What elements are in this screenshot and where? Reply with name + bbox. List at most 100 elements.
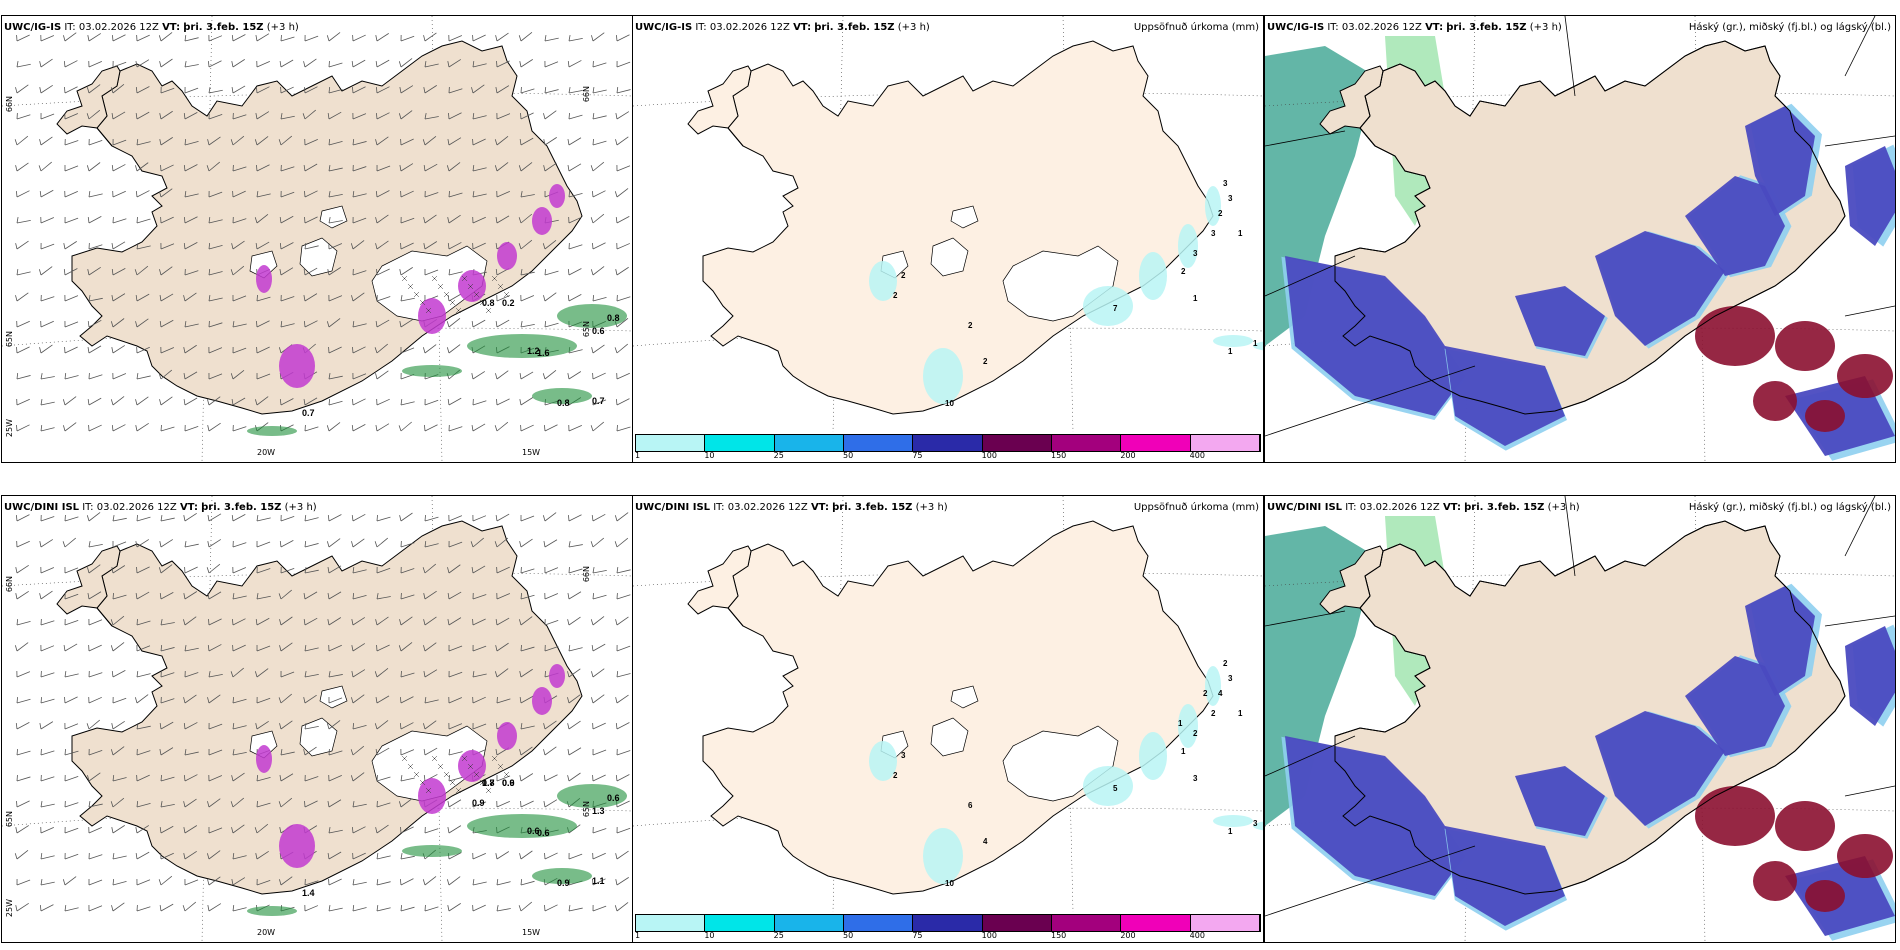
precip-value-label: 0.6 <box>607 793 620 803</box>
colorbar-segment <box>636 435 706 451</box>
precip-value-label: 0.8 <box>607 313 620 323</box>
precip-value-label: 0.8 <box>482 298 495 308</box>
model-name: UWC/DINI ISL <box>635 502 711 513</box>
it-value: 03.02.2026 12Z <box>1359 502 1440 513</box>
vt-value: þri. 3.feb. 15Z <box>1464 502 1545 513</box>
precip-value-label: 3 <box>1228 194 1233 203</box>
high-cloud-cell <box>1753 381 1797 421</box>
high-cloud-cell <box>1753 861 1797 901</box>
colorbar-segment <box>705 435 775 451</box>
frame-lines <box>1265 16 1895 437</box>
panel-title: UWC/IG-IS IT: 03.02.2026 12Z VT: þri. 3.… <box>4 22 299 33</box>
precip-value-label: 0.9 <box>472 798 485 808</box>
it-value: 03.02.2026 12Z <box>727 502 808 513</box>
latitude-label: 65N <box>5 331 14 348</box>
it-value: 03.02.2026 12Z <box>709 22 790 33</box>
cloud-map <box>1265 16 1895 462</box>
it-label: IT: <box>1345 502 1357 513</box>
cloud-map <box>1265 496 1895 942</box>
it-value: 03.02.2026 12Z <box>1341 22 1422 33</box>
colorbar-segment <box>774 435 844 451</box>
precip-value-label: 4 <box>1218 689 1223 698</box>
it-value: 03.02.2026 12Z <box>78 22 159 33</box>
vt-value: þri. 3.feb. 15Z <box>832 502 913 513</box>
glacier-area <box>950 685 979 709</box>
model-name: UWC/DINI ISL <box>1267 502 1343 513</box>
longitude-label: 15W <box>522 928 541 937</box>
colorbar-segment <box>913 435 983 451</box>
wind-map-panel: 0.8 0.2 1.2 1.6 0.8 0.6 0.8 0.7 0.7 UWC/IG-IS IT:… <box>1 15 633 463</box>
precip-value-label: 2 <box>893 291 898 300</box>
colorbar-tick-label: 25 <box>773 931 784 940</box>
precip-value-label: 2 <box>901 271 906 280</box>
colorbar-tick-label: 200 <box>1120 931 1136 940</box>
panel-field-title: Uppsöfnuð úrkoma (mm) <box>1133 502 1259 513</box>
westfjords-land <box>56 65 121 147</box>
panel-title: UWC/IG-IS IT: 03.02.2026 12Z VT: þri. 3.… <box>635 22 930 33</box>
vt-label: VT: <box>1442 502 1461 513</box>
precip-value-label: 1 <box>1238 229 1243 238</box>
longitude-label: 20W <box>257 448 276 457</box>
precip-value-label: 1 <box>1193 294 1198 303</box>
glacier-area <box>299 237 338 277</box>
cloud-map-panel: UWC/DINI ISL IT: 03.02.2026 12Z VT: þri.… <box>1264 495 1896 943</box>
latitude-label: 65N <box>5 811 14 828</box>
hatched-areas <box>401 755 510 794</box>
precip-value-label: 1 <box>1253 339 1258 348</box>
model-name: UWC/IG-IS <box>635 22 693 33</box>
cloud-layers <box>1281 583 1895 941</box>
colorbar-labels: 1 10 25 50 75 100 150 200 400 <box>635 931 1259 941</box>
vt-label: VT: <box>1425 22 1444 33</box>
precip-value-label: 2 <box>1211 709 1216 718</box>
panel-field-title: Uppsöfnuð úrkoma (mm) <box>1133 22 1259 33</box>
colorbar-segment <box>1190 915 1260 931</box>
it-label: IT: <box>82 502 94 513</box>
latitude-label: 66N <box>5 96 14 113</box>
lead-time: (+3 h) <box>897 22 930 33</box>
colorbar-tick-label: 10 <box>704 931 715 940</box>
vt-label: VT: <box>810 502 829 513</box>
high-cloud-cell <box>1695 786 1775 846</box>
model-name: UWC/DINI ISL <box>4 502 80 513</box>
glacier-area <box>299 717 338 757</box>
precip-value-label: 1.2 <box>527 346 540 356</box>
colorbar-tick-label: 10 <box>704 451 715 460</box>
panel-field-title: Háský (gr.), miðský (fj.bl.) og lágský (… <box>1688 22 1891 33</box>
lead-time: (+3 h) <box>915 502 948 513</box>
precip-value-label: 0.7 <box>482 778 495 788</box>
colorbar-tick-label: 400 <box>1189 931 1205 940</box>
precip-value-label: 1 <box>1178 719 1183 728</box>
colorbar-segment <box>843 435 914 451</box>
precip-value-label: 10 <box>945 399 954 408</box>
colorbar-tick-label: 1 <box>635 931 641 940</box>
coastline <box>1334 40 1846 415</box>
glacier-area <box>930 717 969 757</box>
colorbar-tick-label: 100 <box>981 931 997 940</box>
precip-value-label: 0.9 <box>557 878 570 888</box>
wind-map: 0.8 0.21.21.60.80.60.8 0.70.7 <box>2 16 632 462</box>
high-cloud-cell <box>1695 306 1775 366</box>
cloud-map-panel: UWC/IG-IS IT: 03.02.2026 12Z VT: þri. 3.… <box>1264 15 1896 463</box>
precip-value-label: 3 <box>1228 674 1233 683</box>
glacier-area <box>319 205 348 229</box>
colorbar-segment <box>843 915 914 931</box>
precip-value-label: 1.6 <box>537 348 550 358</box>
colorbar-tick-label: 200 <box>1120 451 1136 460</box>
panel-title: UWC/IG-IS IT: 03.02.2026 12Z VT: þri. 3.… <box>1267 22 1562 33</box>
precip-value-label: 3 <box>901 751 906 760</box>
vt-value: þri. 3.feb. 15Z <box>1446 22 1527 33</box>
precip-value-label: 0.8 <box>557 398 570 408</box>
precip-value-label: 0.6 <box>537 828 550 838</box>
latitude-label: 65N <box>582 321 591 338</box>
wind-map-panel: 0.7 0.9 0.6 0.6 0.6 1.3 0.9 1.1 1.4 0.9 1.8 0.6 UWC/… <box>1 495 633 943</box>
precip-patches <box>247 184 627 436</box>
vt-value: þri. 3.feb. 15Z <box>201 502 282 513</box>
precip-value-label: 2 <box>1181 267 1186 276</box>
frame-lines <box>1265 496 1895 917</box>
latitude-label: 66N <box>5 576 14 593</box>
precip-colorbar <box>635 434 1261 452</box>
precip-value-label: 0.6 <box>502 778 515 788</box>
westfjords-land <box>687 545 752 627</box>
panel-title: UWC/DINI ISL IT: 03.02.2026 12Z VT: þri.… <box>1267 502 1580 513</box>
panel-title: UWC/DINI ISL IT: 03.02.2026 12Z VT: þri.… <box>635 502 948 513</box>
